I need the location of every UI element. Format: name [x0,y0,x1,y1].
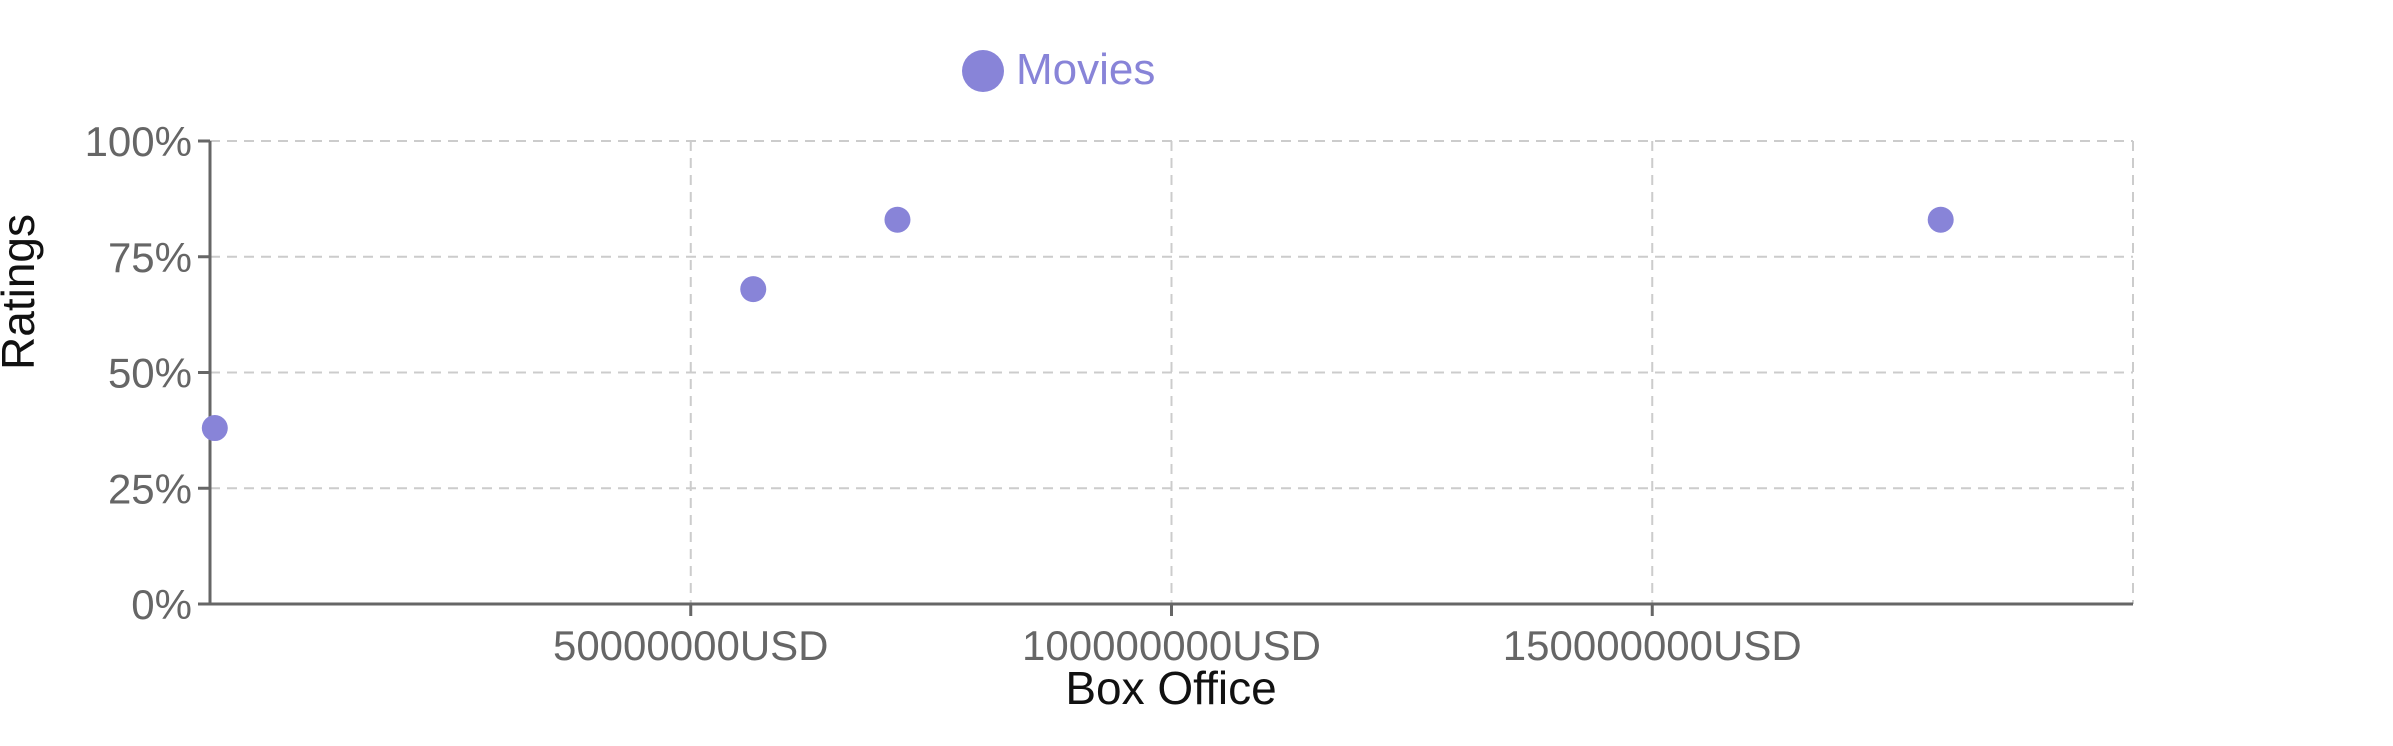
x-axis-title: Box Office [1065,662,1276,714]
legend-marker-movies[interactable] [962,50,1004,92]
legend[interactable]: Movies [962,45,1155,94]
grid [210,140,2134,604]
y-axis-ticks: 0% 25% 50% 75% 100% [85,118,210,628]
y-tick-label: 0% [131,581,192,628]
data-point[interactable] [884,206,911,233]
data-point[interactable] [201,415,228,442]
y-tick-label: 25% [108,465,192,512]
data-points [201,206,1954,442]
x-tick-label: 150000000USD [1503,622,1802,669]
x-tick-label: 50000000USD [553,622,829,669]
y-axis-title: Ratings [0,214,44,370]
y-tick-label: 50% [108,350,192,397]
x-tick-label: 100000000USD [1022,622,1321,669]
data-point[interactable] [1927,206,1954,233]
x-axis-ticks: 50000000USD 100000000USD 150000000USD [553,604,1802,669]
y-tick-label: 100% [85,118,192,165]
legend-label-movies[interactable]: Movies [1016,45,1155,94]
y-tick-label: 75% [108,234,192,281]
data-point[interactable] [740,276,767,303]
